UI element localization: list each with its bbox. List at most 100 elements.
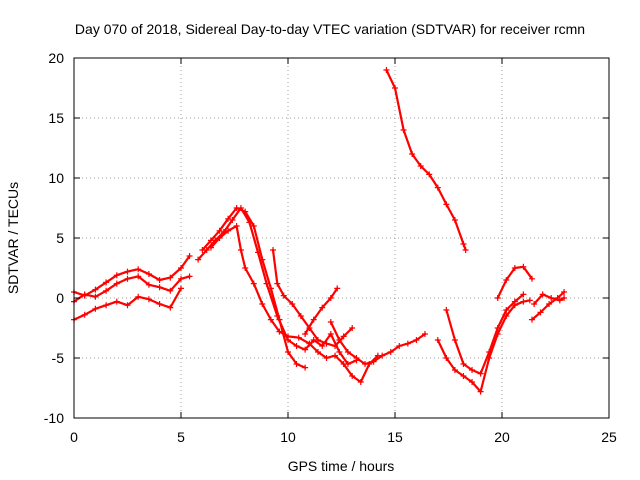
data-point: [477, 370, 484, 377]
series-arc-1: [72, 254, 191, 297]
data-point: [285, 333, 291, 340]
chart-title: Day 070 of 2018, Sidereal Day-to-day VTE…: [75, 21, 585, 37]
data-point: [113, 272, 120, 279]
markers-arc-3: [71, 285, 184, 323]
data-point: [526, 297, 533, 304]
data-point: [285, 349, 291, 355]
y-tick-label: 15: [48, 110, 64, 126]
data-point: [486, 349, 493, 355]
data-point: [293, 343, 300, 349]
data-point: [167, 304, 174, 311]
data-point: [92, 286, 99, 293]
x-tick-label: 25: [601, 429, 617, 445]
data-point: [383, 67, 390, 73]
data-point: [274, 280, 281, 287]
data-point: [178, 275, 184, 282]
data-point: [314, 337, 321, 343]
data-point: [135, 273, 142, 280]
data-point: [81, 291, 88, 298]
series-arc-10: [385, 68, 467, 252]
data-point: [421, 331, 428, 337]
data-point: [295, 334, 302, 341]
data-point: [353, 355, 360, 361]
markers-arc-14: [528, 289, 568, 323]
data-point: [332, 352, 339, 359]
data-point: [207, 237, 214, 244]
data-point: [327, 319, 334, 325]
data-point: [250, 223, 257, 229]
data-point: [404, 340, 411, 347]
series-layer: [71, 67, 568, 395]
y-tick-label: -5: [52, 350, 65, 366]
data-point: [370, 358, 377, 365]
data-point: [237, 247, 244, 253]
data-point: [135, 293, 142, 300]
data-point: [302, 331, 309, 337]
data-point: [195, 256, 202, 263]
data-point: [511, 298, 518, 305]
data-point: [409, 151, 416, 157]
data-point: [178, 265, 184, 271]
data-point: [323, 340, 330, 347]
markers-arc-9: [327, 319, 428, 367]
data-point: [336, 337, 343, 343]
data-point: [561, 295, 568, 301]
markers-arc-12: [443, 291, 527, 377]
data-point: [145, 281, 152, 288]
data-point: [434, 184, 441, 191]
data-point: [503, 307, 510, 313]
markers-arc-11: [434, 297, 533, 395]
data-point: [520, 298, 527, 305]
data-point: [451, 337, 458, 343]
markers-arc-1: [71, 253, 193, 299]
x-tick-label: 20: [494, 429, 510, 445]
data-point: [349, 373, 356, 379]
data-point: [199, 247, 206, 253]
y-axis-label: SDTVAR / TECUs: [5, 182, 21, 294]
y-tick-label: 5: [56, 230, 64, 246]
data-point: [511, 265, 518, 271]
data-point: [520, 291, 527, 298]
series-arc-13: [496, 265, 534, 300]
data-point: [443, 355, 450, 361]
markers-arc-13: [494, 263, 535, 301]
data-point: [340, 333, 347, 340]
series-arc-5: [201, 206, 307, 369]
data-point: [336, 349, 343, 355]
data-point: [178, 285, 184, 292]
data-point: [531, 301, 538, 307]
data-point: [297, 313, 304, 319]
data-point: [327, 295, 334, 301]
data-point: [548, 295, 555, 301]
data-point: [332, 343, 339, 349]
data-point: [276, 328, 283, 335]
data-point: [135, 266, 142, 273]
data-point: [319, 343, 326, 349]
data-point: [460, 241, 467, 247]
data-point: [460, 361, 467, 367]
data-point: [494, 295, 501, 301]
data-point: [156, 284, 163, 291]
data-point: [387, 349, 394, 355]
data-point: [216, 227, 223, 234]
data-point: [539, 291, 546, 298]
data-point: [327, 331, 334, 337]
data-point: [225, 215, 232, 222]
markers-arc-15: [531, 291, 568, 307]
data-point: [250, 280, 257, 287]
data-point: [186, 273, 193, 280]
data-point: [167, 287, 174, 294]
data-point: [270, 247, 277, 253]
data-point: [451, 217, 458, 223]
data-point: [280, 292, 287, 299]
data-point: [494, 325, 501, 331]
data-point: [379, 352, 386, 359]
data-point: [229, 217, 236, 223]
markers-arc-7: [270, 247, 356, 349]
data-point: [156, 277, 163, 283]
data-point: [113, 298, 120, 305]
data-point: [561, 289, 568, 295]
x-tick-label: 0: [70, 429, 78, 445]
data-point: [103, 279, 110, 286]
